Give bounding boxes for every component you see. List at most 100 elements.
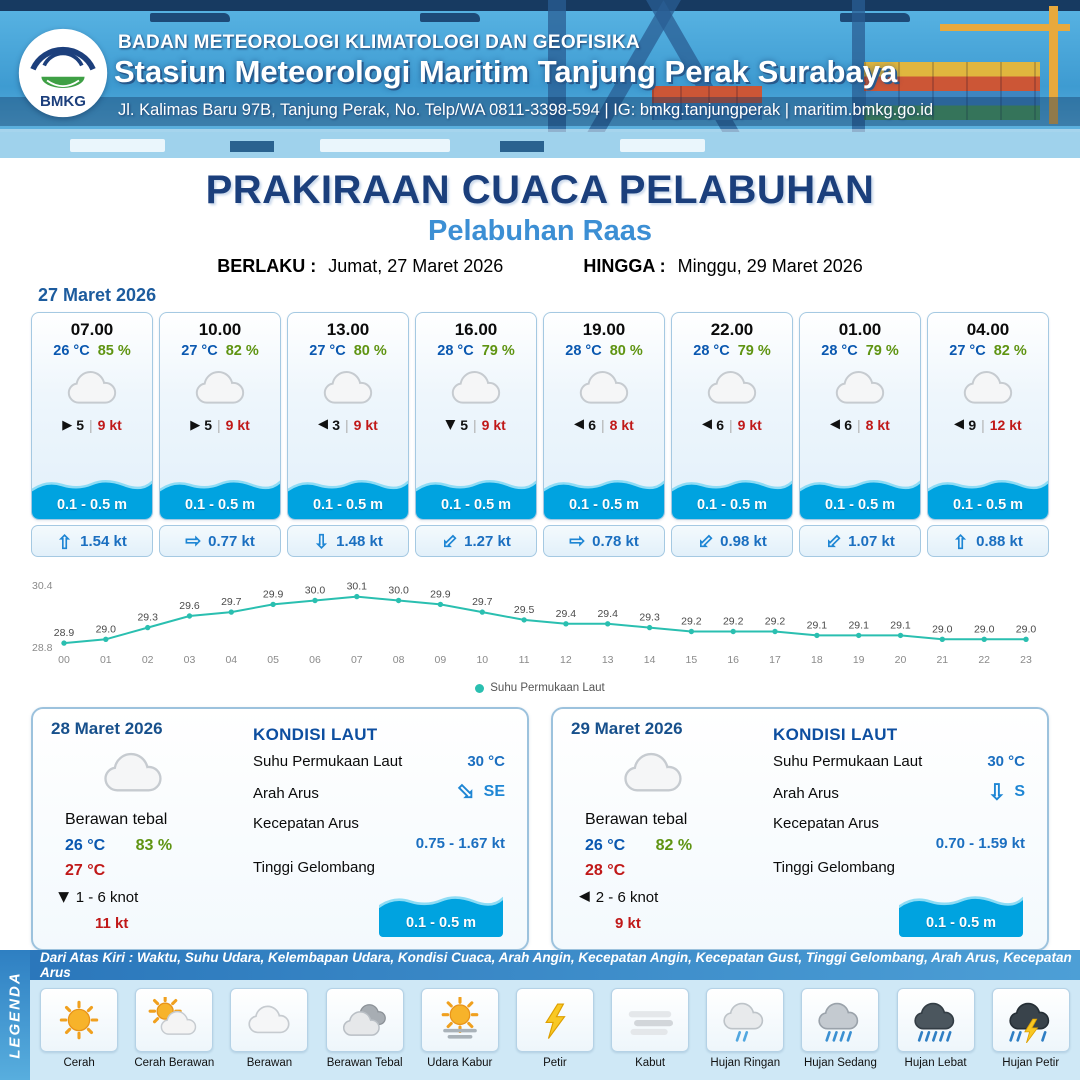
legend-title-band: LEGENDA <box>0 950 30 1080</box>
wave-height-label: Tinggi Gelombang <box>253 859 376 876</box>
legend-item-tile <box>325 988 404 1052</box>
cloud-icon <box>312 361 384 415</box>
wind-row: ▶ 3 | 9 kt <box>318 417 378 433</box>
svg-text:29.1: 29.1 <box>807 619 828 631</box>
current-speed: 1.54 kt <box>80 532 127 550</box>
station-name: Stasiun Meteorologi Maritim Tanjung Pera… <box>114 54 898 89</box>
forecast-card: 22.00 28 °C 79 % ▶ 6 | 9 kt 0.1 - 0.5 <box>671 312 793 557</box>
daily-temp-max: 27 °C <box>65 862 106 879</box>
svg-text:29.9: 29.9 <box>263 588 284 600</box>
wave-height-band: 0.1 - 0.5 m <box>544 475 664 519</box>
legend-item-label: Berawan <box>246 1057 293 1069</box>
legend-item-tile <box>896 988 975 1052</box>
wave-height-band: 0.1 - 0.5 m <box>160 475 280 519</box>
wind-row: ▶ 5 | 9 kt <box>62 417 122 433</box>
humidity: 82 % <box>993 343 1027 359</box>
humidity: 79 % <box>865 343 899 359</box>
humidity: 79 % <box>737 343 771 359</box>
svg-text:30.0: 30.0 <box>305 585 326 597</box>
svg-text:01: 01 <box>100 654 112 666</box>
svg-text:29.3: 29.3 <box>639 612 660 624</box>
legend-item: Berawan Tebal <box>319 988 411 1070</box>
forecast-date: 27 Maret 2026 <box>38 285 157 305</box>
cloud-icon <box>568 361 640 415</box>
daily-card: 28 Maret 2026 Berawan tebal 26 °C 83 % 2… <box>31 707 529 951</box>
cloud-icon <box>696 361 768 415</box>
wind-speed: 6 <box>588 417 597 433</box>
current-direction-arrow-icon: ⇨ <box>54 533 76 549</box>
chart-legend-dot <box>475 683 485 693</box>
current-direction-arrow-icon: ⇨ <box>185 530 202 552</box>
daily-wind-row: ▶ 2 - 6 knot <box>579 889 658 906</box>
legend-item-tile <box>135 988 214 1052</box>
weather-icon <box>811 997 869 1043</box>
wind-row: ▶ 9 | 12 kt <box>954 417 1021 433</box>
svg-text:06: 06 <box>309 654 321 666</box>
svg-text:12: 12 <box>560 654 572 666</box>
wave-icon <box>379 891 503 937</box>
separator: | <box>981 417 985 433</box>
current-speed: 1.27 kt <box>464 532 511 550</box>
weather-icon <box>240 997 298 1043</box>
forecast-time: 13.00 <box>326 320 370 339</box>
humidity: 80 % <box>353 343 387 359</box>
weather-icon <box>336 997 394 1043</box>
current-speed: 0.88 kt <box>976 532 1023 550</box>
humidity: 79 % <box>481 343 515 359</box>
svg-text:30.4: 30.4 <box>32 580 53 592</box>
daily-wind-range: 1 - 6 knot <box>75 889 139 906</box>
svg-text:15: 15 <box>686 654 698 666</box>
legend-item-tile <box>611 988 690 1052</box>
wind-row: ▶ 5 | 9 kt <box>190 417 250 433</box>
validity-to-label: HINGGA : <box>583 256 666 276</box>
header-top-strip <box>0 0 1080 11</box>
svg-text:29.0: 29.0 <box>932 623 953 635</box>
svg-text:29.9: 29.9 <box>430 588 451 600</box>
wind-speed: 6 <box>844 417 853 433</box>
daily-current-direction-arrow-icon: ⇨ <box>451 776 483 808</box>
wave-height: 0.1 - 0.5 m <box>184 497 256 513</box>
current-box: ⇨ 0.88 kt <box>927 525 1049 557</box>
legend-item: Berawan <box>223 988 315 1070</box>
contact-line: Jl. Kalimas Baru 97B, Tanjung Perak, No.… <box>118 101 934 119</box>
forecast-card-main: 13.00 27 °C 80 % ▶ 3 | 9 kt 0.1 - 0.5 <box>287 312 409 520</box>
legend-item-tile <box>706 988 785 1052</box>
daily-temp-min: 26 °C <box>65 837 106 854</box>
wave-height-band: 0.1 - 0.5 m <box>288 475 408 519</box>
svg-text:10: 10 <box>476 654 488 666</box>
wave-height: 0.1 - 0.5 m <box>312 497 384 513</box>
forecast-time: 10.00 <box>198 320 242 339</box>
legend-item-label: Hujan Petir <box>1002 1057 1060 1069</box>
wave-icon <box>800 475 920 519</box>
gust-speed: 12 kt <box>989 417 1022 433</box>
legend-item: Hujan Petir <box>985 988 1077 1070</box>
sst-value: 30 °C <box>467 753 505 770</box>
header: BMKG BADAN METEOROLOGI KLIMATOLOGI DAN G… <box>0 0 1080 158</box>
forecast-card: 01.00 28 °C 79 % ▶ 6 | 8 kt 0.1 - 0.5 <box>799 312 921 557</box>
daily-wind-direction-arrow-icon: ▶ <box>579 890 590 906</box>
cloud-icon <box>952 361 1024 415</box>
separator: | <box>89 417 93 433</box>
daily-wind-direction-arrow-icon: ▶ <box>56 892 73 903</box>
legend-note: Dari Atas Kiri : Waktu, Suhu Udara, Kele… <box>30 950 1080 980</box>
daily-cloud-icon <box>89 741 177 805</box>
weather-icon <box>50 997 108 1043</box>
current-direction-row: ⇨ S <box>985 779 1025 805</box>
sea-conditions-title: KONDISI LAUT <box>253 725 378 744</box>
wave-height: 0.1 - 0.5 m <box>440 497 512 513</box>
wave-height: 0.1 - 0.5 m <box>568 497 640 513</box>
legend-item-label: Kabut <box>635 1057 666 1069</box>
svg-text:22: 22 <box>978 654 990 666</box>
svg-text:17: 17 <box>769 654 781 666</box>
air-temperature: 28 °C <box>437 343 474 359</box>
current-direction-arrow-icon: ⇨ <box>569 530 586 552</box>
forecast-time: 19.00 <box>582 320 626 339</box>
bmkg-logo: BMKG <box>16 26 110 120</box>
svg-text:29.3: 29.3 <box>137 612 158 624</box>
air-temperature: 27 °C <box>309 343 346 359</box>
sst-label: Suhu Permukaan Laut <box>773 753 923 770</box>
svg-text:29.6: 29.6 <box>179 600 200 612</box>
forecast-card: 10.00 27 °C 82 % ▶ 5 | 9 kt 0.1 - 0.5 <box>159 312 281 557</box>
legend-item-label: Hujan Ringan <box>710 1057 781 1069</box>
legend-item-label: Hujan Sedang <box>803 1057 877 1069</box>
